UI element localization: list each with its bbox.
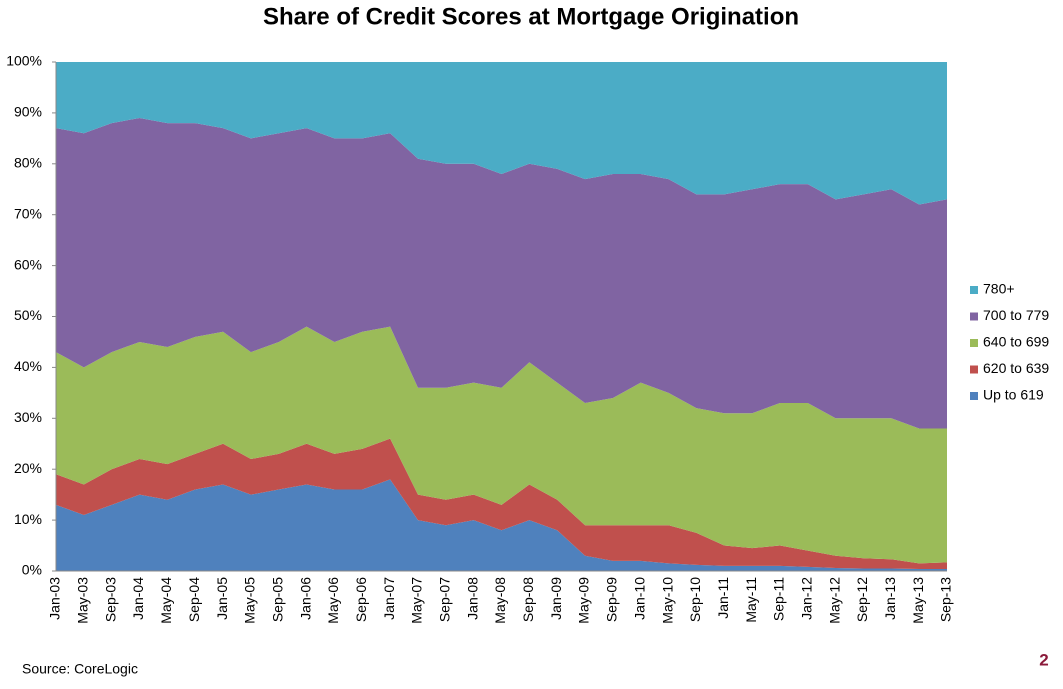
x-tick-label: Sep-09 [604, 577, 620, 622]
x-tick-label: Jan-06 [297, 577, 313, 620]
legend-label: 780+ [983, 281, 1015, 297]
area [56, 438, 947, 569]
x-tick-label: Jan-09 [548, 577, 564, 620]
x-tick-label: Jan-03 [47, 577, 63, 620]
x-tick-label: May-08 [492, 577, 508, 624]
legend-label: 620 to 639 [983, 360, 1049, 376]
x-tick-label: May-11 [743, 577, 759, 623]
x-tick-label: May-06 [325, 577, 341, 624]
source-note: Source: CoreLogic [22, 661, 138, 677]
x-tick-label: May-04 [158, 577, 174, 624]
y-tick-label: 10% [14, 511, 42, 527]
x-tick-label: Jan-12 [798, 577, 814, 620]
y-tick-label: 30% [14, 409, 42, 425]
x-tick-label: May-10 [659, 577, 675, 624]
chart-title: Share of Credit Scores at Mortgage Origi… [263, 3, 799, 30]
x-tick-label: Sep-08 [520, 577, 536, 622]
x-tick-label: Sep-05 [269, 577, 285, 622]
x-tick-label: Jan-13 [882, 577, 898, 620]
y-tick-label: 60% [14, 256, 42, 272]
y-tick-label: 80% [14, 155, 42, 171]
legend-swatch [970, 312, 978, 321]
y-tick-label: 70% [14, 205, 42, 221]
x-tick-label: May-12 [826, 577, 842, 624]
x-tick-label: Sep-13 [938, 577, 954, 622]
x-tick-label: Jan-11 [715, 577, 731, 619]
x-tick-label: Jan-07 [381, 577, 397, 620]
area [56, 62, 947, 205]
x-tick-label: May-09 [576, 577, 592, 624]
legend-swatch [970, 392, 978, 400]
x-tick-label: May-13 [910, 577, 926, 624]
y-tick-label: 0% [22, 562, 42, 578]
area [56, 117, 947, 429]
y-tick-label: 20% [14, 460, 42, 476]
x-tick-label: Sep-11 [771, 577, 787, 621]
y-tick-label: 90% [14, 104, 42, 120]
legend-label: 640 to 699 [983, 334, 1049, 350]
legend-label: Up to 619 [983, 387, 1044, 403]
x-tick-label: May-05 [242, 577, 258, 624]
x-tick-label: Jan-04 [130, 577, 146, 620]
x-tick-label: Sep-07 [437, 577, 453, 622]
x-tick-label: Sep-12 [854, 577, 870, 622]
x-tick-label: May-07 [409, 577, 425, 624]
x-tick-label: Jan-10 [631, 577, 647, 620]
x-tick-label: Sep-04 [186, 577, 202, 622]
x-tick-label: Jan-08 [464, 577, 480, 620]
legend-label: 700 to 779 [983, 307, 1049, 323]
x-tick-label: Jan-05 [214, 577, 230, 620]
legend-swatch [970, 286, 978, 294]
legend-swatch [970, 339, 978, 347]
y-tick-label: 50% [14, 307, 42, 323]
area [56, 326, 947, 564]
area [56, 479, 947, 571]
legend-swatch [970, 365, 978, 374]
y-tick-label: 40% [14, 358, 42, 374]
x-tick-label: May-03 [75, 577, 91, 624]
page-number: 2 [1039, 650, 1048, 669]
x-tick-label: Sep-06 [353, 577, 369, 622]
x-tick-label: Sep-03 [102, 577, 118, 622]
y-tick-label: 100% [6, 53, 42, 69]
x-tick-label: Sep-10 [687, 577, 703, 622]
